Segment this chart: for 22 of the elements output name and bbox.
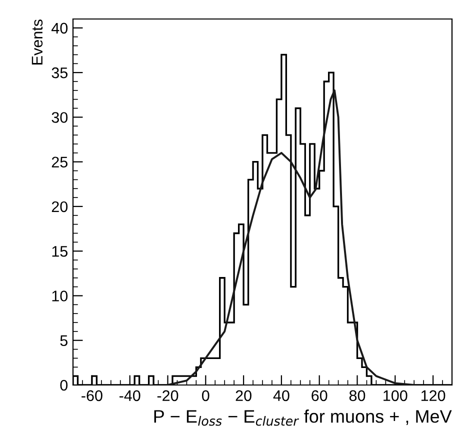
x-tick-label: 120 <box>421 390 446 402</box>
y-tick-label: 40 <box>52 22 68 34</box>
y-tick-label: 35 <box>52 67 68 78</box>
y-tick-label: 15 <box>52 246 68 257</box>
y-tick-label: 5 <box>60 335 68 346</box>
y-tick-label: 20 <box>52 201 68 212</box>
x-tick-label: 100 <box>384 390 408 402</box>
y-tick-label: 25 <box>52 156 68 168</box>
line-series <box>166 89 416 385</box>
x-tick-label: 40 <box>273 390 290 402</box>
y-tick-label: 30 <box>52 112 68 123</box>
x-tick-label: 60 <box>312 390 328 402</box>
x-tick-label: -20 <box>157 390 178 402</box>
x-tick-label: -40 <box>119 390 140 402</box>
x-tick-label: -60 <box>82 390 102 402</box>
x-tick-label: 0 <box>202 390 210 402</box>
y-axis-title: Events <box>32 20 43 64</box>
x-tick-label: 80 <box>349 390 366 402</box>
y-tick-label: 10 <box>52 290 68 302</box>
y-tick-label: 0 <box>60 380 68 391</box>
x-tick-label: 20 <box>236 390 252 402</box>
x-axis-title: P − E$_{loss}$ − E$_{cluster}$ for muons + , MeV <box>154 410 452 426</box>
